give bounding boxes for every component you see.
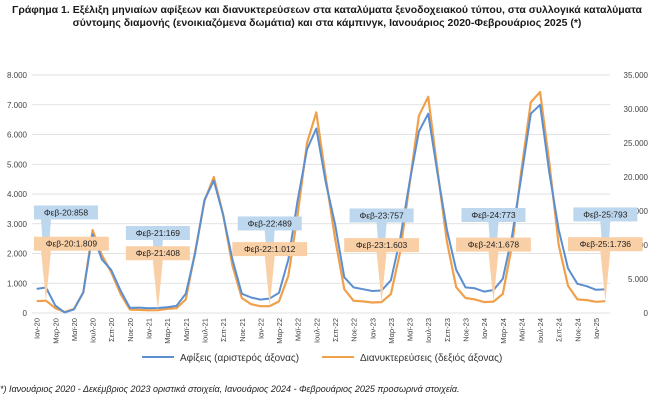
x-tick-label: Νοε-21	[238, 318, 247, 342]
overnights-callout: Φεβ-25:1.736	[567, 237, 643, 302]
overnights-callout-label: Φεβ-23:1.603	[356, 240, 408, 250]
x-tick-label: Ιαν-22	[256, 318, 265, 339]
arrivals-callout-box	[573, 207, 638, 222]
overnights-callout-pointer	[376, 252, 387, 303]
overnights-callout-box	[344, 238, 419, 253]
x-tick-label: Μαρ-23	[387, 318, 396, 344]
right-tick-label: 35.000	[624, 71, 649, 80]
arrivals-callout-label: Φεβ-21:169	[136, 228, 181, 238]
overnights-callout: Φεβ-20:1.809	[34, 236, 109, 301]
x-tick-label: Μαϊ-23	[406, 318, 415, 341]
x-tick-label: Νοε-20	[126, 318, 135, 342]
overnights-callout-label: Φεβ-21:408	[136, 248, 181, 258]
gridlines	[32, 74, 610, 314]
arrivals-callout-box	[461, 208, 526, 223]
x-tick-label: Μαϊ-22	[294, 318, 303, 341]
x-tick-label: Σεπ-21	[219, 318, 228, 342]
legend-label-overnights: Διανυκτερεύσεις (δεξιός άξονας)	[360, 352, 502, 364]
arrivals-callout-label: Φεβ-22:489	[248, 218, 293, 228]
overnights-callout: Φεβ-23:1.603	[344, 238, 419, 303]
x-tick-label: Μαϊ-24	[517, 318, 526, 341]
right-tick-label: 0	[644, 309, 649, 318]
overnights-callout-pointer	[40, 250, 51, 301]
arrivals-callout-box	[34, 205, 98, 220]
overnights-callout-box	[567, 237, 643, 252]
left-y-axis: 0 1.000 2.000 3.000 4.000 5.000 6.000 7.000 8.00…	[7, 71, 28, 318]
footnote: *) Ιανουάριος 2020 - Δεκέμβριος 2023 ορι…	[0, 384, 460, 394]
arrivals-callout-label: Φεβ-25:793	[583, 209, 628, 219]
arrivals-callout-box	[237, 216, 302, 231]
series-lines	[36, 90, 606, 314]
overnights-callout: Φεβ-22:1.012	[232, 242, 308, 307]
x-tick-label: Μαρ-20	[51, 318, 60, 344]
x-tick-label: Σεπ-24	[555, 318, 564, 342]
x-tick-label: Μαρ-21	[163, 318, 172, 344]
x-tick-label: Ιαν-21	[145, 318, 154, 339]
left-tick-label: 7.000	[7, 101, 28, 110]
left-tick-label: 4.000	[7, 190, 28, 199]
arrivals-callout-label: Φεβ-23:757	[359, 210, 404, 220]
overnights-callout: Φεβ-21:408	[125, 246, 190, 311]
x-tick-label: Μαρ-24	[499, 318, 508, 344]
x-tick-label: Νοε-24	[573, 318, 582, 342]
overnights-callout-pointer	[600, 251, 611, 302]
overnights-callout-box	[125, 246, 190, 261]
overnights-callout-label: Φεβ-25:1.736	[580, 239, 632, 249]
overnights-callout-pointer	[488, 251, 499, 302]
x-tick-label: Νοε-22	[350, 318, 359, 342]
arrivals-callout-box	[349, 208, 414, 223]
x-tick-label: Σεπ-22	[331, 318, 340, 342]
callout-annotations: Φεβ-20:858 Φεβ-21:169 Φεβ-22:489 Φεβ-23:757…	[34, 205, 643, 311]
x-tick-label: Ιουλ-21	[200, 318, 209, 343]
x-tick-label: Ιαν-25	[592, 318, 601, 339]
overnights-callout-pointer	[152, 260, 163, 311]
x-tick-label: Ιουλ-23	[424, 318, 433, 343]
x-tick-label: Ιαν-20	[33, 318, 42, 339]
right-y-axis: 05.00010.00015.00020.00025.00030.00035.0…	[624, 71, 649, 318]
overnights-callout-pointer	[264, 256, 275, 307]
arrivals-callout-box	[125, 225, 190, 240]
x-tick-label: Ιουλ-24	[536, 318, 545, 343]
overnights-callout-label: Φεβ-20:1.809	[46, 239, 98, 249]
x-axis: Ιαν-20 Μαρ-20 Μαϊ-20 Ιουλ-20 Σεπ-20 Νοε-20 Ιαν…	[33, 318, 601, 344]
x-tick-label: Μαϊ-20	[70, 318, 79, 341]
right-tick-label: 30.000	[624, 105, 649, 114]
x-tick-label: Ιουλ-20	[89, 318, 98, 343]
overnights-callout-label: Φεβ-22:1.012	[244, 244, 296, 254]
right-tick-label: 25.000	[624, 139, 649, 148]
x-tick-label: Νοε-23	[462, 318, 471, 342]
left-tick-label: 3.000	[7, 220, 28, 229]
left-tick-label: 5.000	[7, 160, 28, 169]
x-tick-label: Ιουλ-22	[312, 318, 321, 343]
overnights-callout-box	[232, 242, 308, 257]
chart-title-line-2: σύντομης διαμονής (ενοικιαζόμενα δωμάτια…	[72, 17, 582, 29]
right-tick-label: 5.000	[628, 275, 649, 284]
legend-label-arrivals: Αφίξεις (αριστερός άξονας)	[180, 352, 299, 364]
overnights-callout-box	[456, 237, 531, 252]
left-tick-label: 2.000	[7, 250, 28, 259]
x-tick-label: Μαϊ-21	[182, 318, 191, 341]
legend: Αφίξεις (αριστερός άξονας) Διανυκτερεύσε…	[142, 352, 502, 364]
overnights-callout-label: Φεβ-24:1.678	[468, 240, 520, 250]
x-tick-label: Ιαν-23	[368, 318, 377, 339]
arrivals-callout-label: Φεβ-24:773	[471, 210, 516, 220]
right-tick-label: 20.000	[624, 173, 649, 182]
arrivals-callout-label: Φεβ-20:858	[44, 207, 89, 217]
x-tick-label: Μαρ-22	[275, 318, 284, 344]
left-tick-label: 8.000	[7, 71, 28, 80]
left-tick-label: 0	[23, 309, 28, 318]
overnights-line	[36, 90, 606, 314]
x-tick-label: Σεπ-20	[107, 318, 116, 342]
left-tick-label: 6.000	[7, 131, 28, 140]
overnights-callout: Φεβ-24:1.678	[456, 237, 531, 302]
x-tick-label: Σεπ-23	[443, 318, 452, 342]
chart-title-line-1: Γράφημα 1. Εξέλιξη μηνιαίων αφίξεων και …	[12, 4, 642, 16]
chart-title: Γράφημα 1. Εξέλιξη μηνιαίων αφίξεων και …	[0, 4, 654, 30]
left-tick-label: 1.000	[7, 279, 28, 288]
overnights-callout-box	[34, 236, 109, 251]
x-tick-label: Ιαν-24	[480, 318, 489, 339]
